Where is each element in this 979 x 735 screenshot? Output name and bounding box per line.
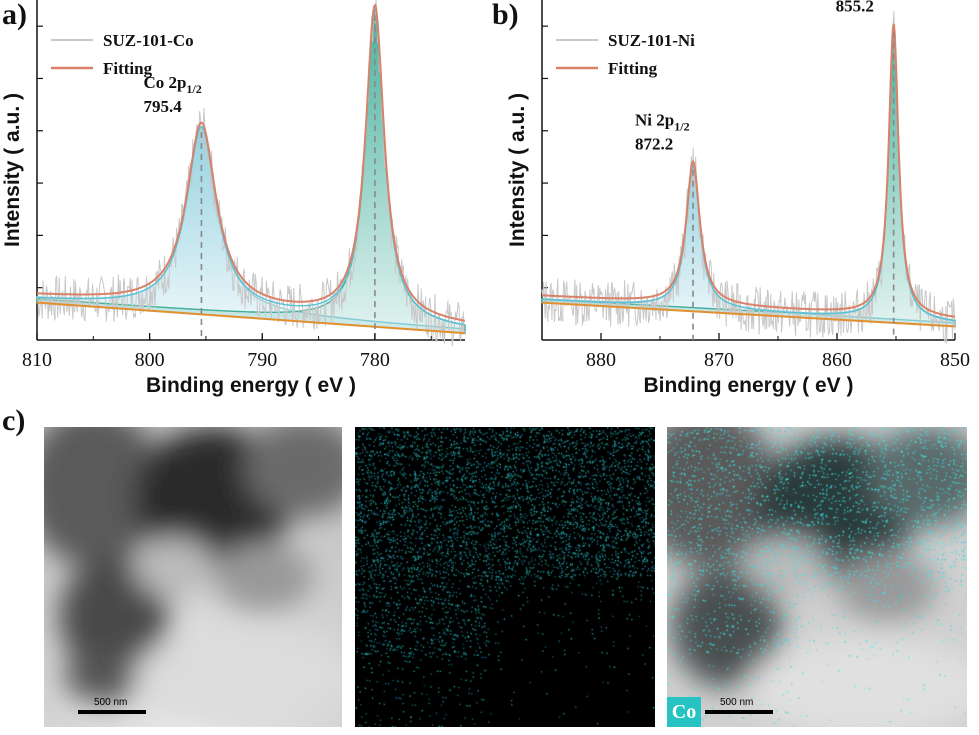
fitting-line <box>37 3 466 322</box>
peak-name-label: Ni 2p1/2 <box>635 111 690 134</box>
x-tick-label: 790 <box>247 349 277 371</box>
fitting-line <box>542 23 956 318</box>
legend-label-fitting: Fitting <box>608 59 658 78</box>
panel-label-c: c) <box>2 404 26 437</box>
x-axis-title: Binding energy ( eV ) <box>643 374 853 397</box>
element-badge-co: Co <box>667 697 701 727</box>
baseline-line <box>542 301 955 328</box>
y-axis-title: Intensity ( a.u. ) <box>506 93 529 247</box>
overlay-image: Co 500 nm <box>667 427 967 727</box>
panel-label-b: b) <box>492 0 519 31</box>
x-tick-label: 850 <box>940 349 970 371</box>
eds-map-co <box>355 427 655 727</box>
fitted-peak-2 <box>36 9 466 334</box>
scale-label-right: 500 nm <box>720 697 754 708</box>
peak-position-label: 855.2 <box>836 0 874 16</box>
peak-position-label: 795.4 <box>143 97 182 116</box>
y-axis-title: Intensity ( a.u. ) <box>1 93 24 247</box>
x-tick-label: 870 <box>704 349 734 371</box>
peak-name-label: Co 2p1/2 <box>143 73 201 96</box>
x-tick-label: 800 <box>135 349 165 371</box>
eds-map-texture <box>355 427 655 727</box>
panel-label-a: a) <box>2 0 27 31</box>
baseline-line <box>36 301 466 335</box>
legend-label-raw: SUZ-101-Co <box>103 31 194 50</box>
tem-image-texture <box>44 427 342 727</box>
x-tick-label: 780 <box>360 349 390 371</box>
peak-position-label: 872.2 <box>635 135 673 154</box>
scale-bar-right <box>705 710 773 714</box>
scale-bar-left <box>78 710 146 714</box>
legend-label-raw: SUZ-101-Ni <box>608 31 695 50</box>
overlay-dots <box>667 427 967 727</box>
x-tick-label: 880 <box>586 349 616 371</box>
scale-label-left: 500 nm <box>94 697 128 708</box>
x-axis-title: Binding energy ( eV ) <box>146 374 356 397</box>
x-tick-label: 810 <box>22 349 52 371</box>
tem-image: 500 nm <box>44 427 342 727</box>
x-tick-label: 860 <box>822 349 852 371</box>
legend-label-fitting: Fitting <box>103 59 153 78</box>
